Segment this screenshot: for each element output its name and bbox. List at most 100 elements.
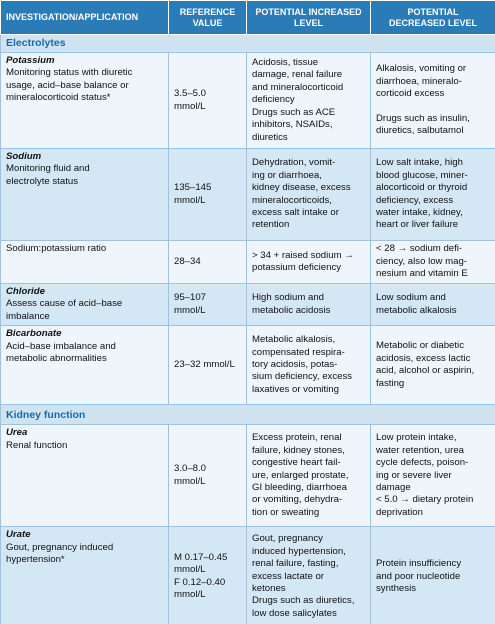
text-line: electrolyte status	[6, 175, 78, 187]
text-line: potassium deficiency	[252, 262, 342, 273]
text-line: F 0.12–0.40	[174, 576, 226, 588]
text-line: mmol/L	[174, 304, 206, 316]
text-line: 28–34	[174, 255, 201, 267]
cell: 3.0–8.0 mmol/L	[168, 424, 247, 528]
cell: Dehydration, vomit-ing or diarrhoea, kidn…	[246, 148, 371, 241]
text-line: deprivation	[376, 506, 423, 518]
text-line: usage, acid–base balance or	[6, 79, 129, 91]
column-header: POTENTIAL DECREASED LEVEL	[370, 0, 495, 35]
text-line: Sodium:potassium ratio	[6, 243, 107, 254]
paragraph: Low salt intake, high blood glucose, mine…	[376, 157, 490, 231]
text-line: water retention, urea	[376, 444, 464, 456]
text-line: Drugs such as diuretics,	[252, 595, 355, 607]
paragraph: Gout, pregnancy induced hypertension*	[6, 542, 163, 567]
text-line: diuretics	[252, 131, 288, 143]
paragraph: Acid–base imbalance and metabolic abnorma…	[6, 341, 163, 366]
row-name: Urate	[6, 529, 31, 541]
cell: 95–107 mmol/L	[168, 282, 247, 327]
paragraph: > 34 + raised sodium → potassium deficien…	[252, 250, 365, 275]
text-line: Monitoring fluid and	[6, 163, 90, 175]
text-line: tion or sweating	[252, 506, 320, 518]
section-title: Electrolytes	[6, 37, 66, 50]
text-line: and poor nucleotide	[376, 570, 461, 582]
header-row: INVESTIGATION/APPLICATION REFERENCE VALUE P…	[0, 0, 495, 35]
paragraph: Assess cause of acid–base imbalance	[6, 298, 163, 323]
cell: Low protein intake, water retention, urea…	[370, 424, 495, 528]
text-line: mmol/L	[174, 475, 206, 487]
column-header: POTENTIAL INCREASED LEVEL	[246, 0, 371, 35]
section-row: Electrolytes	[0, 34, 495, 53]
text-line: mmol/L	[174, 589, 206, 601]
text-line: retention	[252, 219, 290, 231]
text-line: deficiency	[252, 94, 295, 106]
cell: M 0.17–0.45 mmol/L F 0.12–0.40 mmol/L	[168, 526, 247, 624]
header-line: POTENTIAL	[407, 6, 459, 17]
text-line: excess lactate or	[252, 570, 324, 582]
text-line: 95–107	[174, 292, 207, 304]
paragraph: Low sodium and metabolic alkalosis	[376, 292, 490, 317]
header-line: VALUE	[192, 17, 223, 28]
paragraph: Gout, pregnancy induced hypertension, rena…	[252, 533, 365, 620]
text-line: metabolic abnormalities	[6, 353, 107, 365]
text-line: High sodium and	[252, 292, 324, 304]
text-line: mineralocorticoids,	[252, 194, 332, 206]
text-line: > 34 + raised sodium →	[252, 249, 354, 261]
cell: Acidosis, tissue damage, renal failure and…	[246, 52, 371, 149]
text-line: induced hypertension,	[252, 545, 346, 557]
cell: Excess protein, renal failure, kidney sto…	[246, 424, 371, 528]
header-line: LEVEL	[293, 17, 323, 28]
column-header: REFERENCE VALUE	[168, 0, 247, 35]
cell: Bicarbonate Acid–base imbalance and metabo…	[0, 325, 169, 406]
text-line: Low sodium and	[376, 292, 446, 304]
row-name: Bicarbonate	[6, 328, 62, 340]
text-line: mineralocorticoid status*	[6, 92, 111, 104]
column-header: INVESTIGATION/APPLICATION	[0, 0, 169, 35]
text-line: M 0.17–0.45	[174, 551, 228, 563]
cell: > 34 + raised sodium → potassium deficien…	[246, 240, 371, 284]
paragraph: 3.5–5.0 mmol/L	[174, 88, 241, 113]
text-line: Low protein intake,	[376, 432, 457, 444]
text-line: ing or diarrhoea,	[252, 169, 322, 181]
text-line: compensated respira-	[252, 346, 345, 358]
text-line: synthesis	[376, 582, 416, 594]
text-line: Acidosis, tissue	[252, 57, 319, 69]
text-line: renal failure, fasting,	[252, 558, 339, 570]
data-row: Sodium Monitoring fluid and electrolyte st…	[0, 148, 495, 241]
cell: Alkalosis, vomiting or diarrhoea, mineral…	[370, 52, 495, 149]
cell: Potassium Monitoring status with diuretic…	[0, 52, 169, 149]
text-line: water intake, kidney,	[376, 206, 463, 218]
text-line: Acid–base imbalance and	[6, 340, 116, 352]
text-line: laxatives or vomiting	[252, 383, 339, 395]
paragraph: Renal function	[6, 440, 163, 452]
text-line: deficiency, excess	[376, 194, 454, 206]
text-line: GI bleeding, diarrhoea	[252, 481, 347, 493]
cell: Gout, pregnancy induced hypertension, rena…	[246, 526, 371, 624]
text-line: ing or severe liver	[376, 469, 452, 481]
text-line: Metabolic or diabetic	[376, 340, 464, 352]
row-name: Sodium	[6, 151, 42, 162]
text-line: Metabolic alkalosis,	[252, 334, 336, 346]
cell: Protein insufficiency and poor nucleotide…	[370, 526, 495, 624]
text-line: diuretics, salbutamol	[376, 125, 464, 137]
paragraph: Alkalosis, vomiting or diarrhoea, mineral…	[376, 63, 490, 100]
cell: High sodium and metabolic acidosis	[246, 282, 371, 327]
text-line: 3.5–5.0	[174, 88, 207, 100]
row-name: Potassium	[6, 55, 55, 66]
section-row: Kidney function	[0, 404, 495, 426]
header-line: REFERENCE	[179, 6, 236, 17]
cell: Urea Renal function	[0, 424, 169, 528]
paragraph: 23–32 mmol/L	[174, 359, 241, 371]
cell: 23–32 mmol/L	[168, 325, 247, 406]
paragraph: Monitoring fluid and electrolyte status	[6, 163, 163, 188]
cell: Low sodium and metabolic alkalosis	[370, 282, 495, 327]
text-line: low dose salicylates	[252, 607, 337, 619]
text-line: failure, kidney stones,	[252, 444, 345, 456]
cell: < 28 → sodium defi-ciency, also low mag-…	[370, 240, 495, 284]
paragraph: Low protein intake, water retention, urea…	[376, 432, 490, 519]
data-row: Potassium Monitoring status with diuretic…	[0, 52, 495, 149]
cell: Low salt intake, high blood glucose, mine…	[370, 148, 495, 241]
text-line: Excess protein, renal	[252, 432, 342, 444]
data-row: Bicarbonate Acid–base imbalance and metabo…	[0, 325, 495, 406]
